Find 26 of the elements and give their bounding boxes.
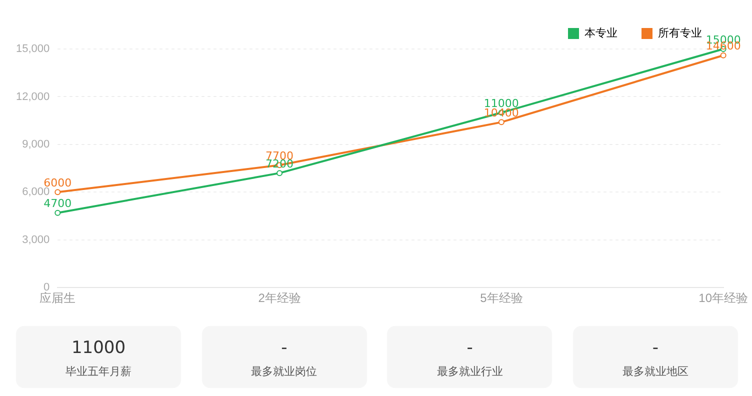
- legend-label: 所有专业: [658, 26, 702, 40]
- point: [54, 210, 61, 216]
- text: -: [280, 337, 288, 360]
- x-tick-label: 10年经验: [698, 291, 748, 306]
- point: [276, 170, 283, 176]
- text: -: [651, 337, 660, 360]
- point: [54, 189, 61, 196]
- point: [720, 52, 726, 58]
- data-label: 4700: [44, 197, 72, 210]
- y-tick-label: 12,000: [16, 90, 50, 103]
- point: [498, 119, 504, 126]
- x-tick-label: 2年经验: [258, 291, 301, 306]
- x-tick-label: 应届生: [40, 291, 76, 306]
- data-label: 11000: [484, 96, 519, 110]
- text: 最多就业岗位: [250, 364, 318, 379]
- y-tick-label: 9,000: [22, 138, 50, 150]
- y-tick-label: 3,000: [22, 234, 50, 246]
- text: 11000: [70, 337, 127, 360]
- text: 最多就业行业: [436, 364, 504, 379]
- x-tick-label: 5年经验: [480, 291, 523, 306]
- legend-label: 本专业: [584, 26, 618, 40]
- text: -: [466, 337, 474, 360]
- text: 毕业五年月薪: [64, 364, 132, 379]
- y-tick-label: 6,000: [22, 186, 50, 198]
- y-tick-label: 15,000: [16, 43, 50, 56]
- text: 最多就业地区: [621, 364, 690, 379]
